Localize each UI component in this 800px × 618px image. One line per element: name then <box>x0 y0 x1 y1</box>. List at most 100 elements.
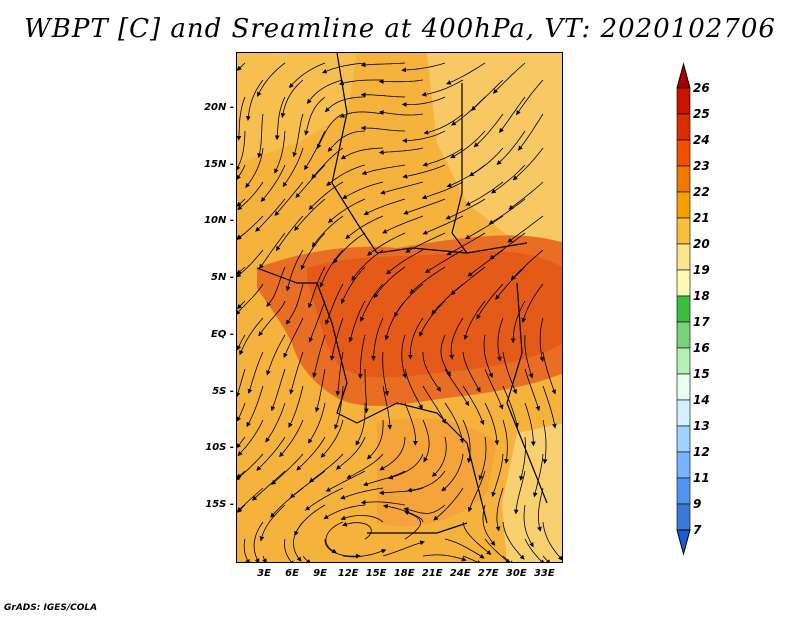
streamline <box>444 402 465 444</box>
streamline <box>462 385 485 426</box>
streamline <box>259 504 286 542</box>
streamline <box>288 385 304 428</box>
streamline <box>308 181 344 210</box>
streamline <box>476 283 504 320</box>
streamline <box>237 181 264 211</box>
streamline <box>502 351 517 395</box>
colorbar-swatch <box>676 165 691 193</box>
map-panel[interactable] <box>236 52 563 563</box>
streamline <box>379 436 406 471</box>
streamline <box>283 317 304 359</box>
streamline <box>402 130 446 144</box>
streamline <box>237 96 246 141</box>
streamline <box>304 487 344 511</box>
streamline <box>431 283 464 315</box>
streamline <box>357 334 366 380</box>
streamline <box>499 96 526 134</box>
streamline <box>519 436 526 481</box>
streamline <box>360 62 406 68</box>
streamline <box>285 249 304 292</box>
streamline <box>258 232 286 269</box>
streamline <box>338 79 383 86</box>
colorbar-level-label: 19 <box>693 263 710 277</box>
streamline <box>289 62 326 89</box>
streamline <box>449 317 464 360</box>
streamline <box>537 487 544 532</box>
colorbar-level-label: 13 <box>693 419 710 433</box>
streamline <box>270 368 286 412</box>
streamline <box>243 538 250 562</box>
colorbar-level-label: 9 <box>693 497 702 511</box>
streamline <box>296 436 326 471</box>
streamline <box>351 249 384 281</box>
streamline <box>340 147 384 160</box>
streamline <box>317 113 344 149</box>
colorbar-level-label: 20 <box>693 237 710 251</box>
streamline <box>446 232 486 256</box>
streamline <box>308 300 326 343</box>
streamline <box>403 198 446 215</box>
lat-tick-label: 5N - <box>211 272 234 284</box>
streamline <box>342 548 387 558</box>
lat-tick-label: 10N - <box>204 215 234 227</box>
streamline <box>292 113 304 158</box>
streamline <box>382 540 425 557</box>
streamline <box>484 538 511 562</box>
streamline <box>334 385 344 430</box>
streamline <box>484 402 500 446</box>
streamline <box>265 402 286 443</box>
streamline <box>467 249 504 277</box>
streamline <box>284 538 295 562</box>
streamline <box>255 198 286 232</box>
streamline <box>237 436 246 449</box>
streamline <box>306 79 344 105</box>
streamline <box>320 419 344 458</box>
streamline <box>304 96 326 136</box>
streamline <box>446 164 486 188</box>
streamline <box>321 62 366 74</box>
streamline <box>293 521 304 562</box>
streamline <box>360 125 406 132</box>
streamline <box>488 198 526 225</box>
streamline <box>378 110 424 116</box>
colorbar-level-label: 17 <box>693 315 710 329</box>
streamline <box>237 130 246 171</box>
streamline <box>524 538 545 562</box>
streamline <box>532 453 544 498</box>
streamline <box>502 555 514 562</box>
streamline <box>345 215 384 240</box>
streamline <box>523 504 534 548</box>
streamline <box>274 96 286 141</box>
streamline <box>300 232 326 271</box>
lon-tick-label: 24E <box>449 568 471 579</box>
streamline <box>462 555 482 562</box>
streamline <box>508 181 544 210</box>
streamline <box>307 402 326 444</box>
lat-tick-label: 15S - <box>205 499 234 511</box>
streamline <box>237 164 246 180</box>
streamline <box>401 334 407 379</box>
lon-tick-label: 15E <box>365 568 387 579</box>
streamline <box>257 62 286 97</box>
streamline <box>403 504 446 514</box>
country-borders <box>256 53 548 534</box>
streamline <box>388 453 424 480</box>
streamline <box>324 538 361 559</box>
streamline <box>266 334 286 376</box>
streamline <box>404 368 423 410</box>
streamline <box>360 283 384 322</box>
streamline <box>304 130 326 171</box>
streamline <box>237 62 246 71</box>
streamline <box>492 62 526 94</box>
streamline <box>433 487 464 521</box>
streamline <box>256 436 286 471</box>
streamline <box>329 317 344 361</box>
lon-tick-label: 12E <box>337 568 359 579</box>
streamline <box>237 266 246 275</box>
streamline <box>363 470 406 487</box>
streamline <box>279 419 304 458</box>
colorbar-min-arrow <box>676 529 691 556</box>
streamline <box>325 470 366 492</box>
streamline <box>378 147 424 155</box>
colorbar-level-label: 11 <box>693 471 710 485</box>
